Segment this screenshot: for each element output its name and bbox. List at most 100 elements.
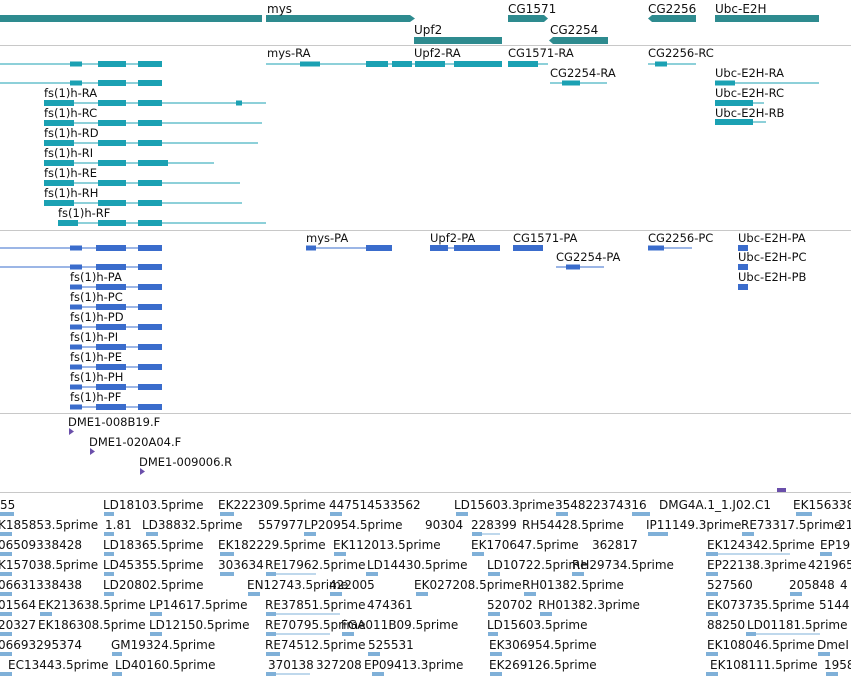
est-label[interactable]: LD15603.3prime [454, 498, 555, 512]
transcript-glyph[interactable] [44, 100, 266, 106]
transcript-glyph[interactable] [44, 160, 214, 166]
est-label[interactable]: EP09413.3prime [364, 658, 464, 672]
transcript-glyph[interactable] [715, 100, 764, 106]
est-label[interactable]: EK108111.5prime [710, 658, 818, 672]
est-label[interactable]: LD40160.5prime [115, 658, 216, 672]
est-label[interactable]: 90304 [425, 518, 464, 532]
est-label[interactable]: EK269126.5prime [489, 658, 597, 672]
est-label[interactable]: 520702 [487, 598, 533, 612]
est-label[interactable]: 06631338438 [0, 578, 82, 592]
transcript-glyph[interactable] [58, 220, 266, 226]
gene-bar[interactable] [715, 15, 819, 22]
est-label[interactable]: 327208 [316, 658, 362, 672]
protein-glyph[interactable] [738, 264, 748, 270]
est-label[interactable]: EP22138.3prime [707, 558, 807, 572]
est-label[interactable]: LP14617.5prime [149, 598, 248, 612]
est-label[interactable]: EC13443.5prime [8, 658, 109, 672]
est-label[interactable]: LD15603.5prime [487, 618, 588, 632]
protein-glyph[interactable] [70, 284, 162, 290]
gene-bar[interactable] [266, 15, 415, 22]
protein-glyph[interactable] [556, 264, 604, 270]
est-label[interactable]: 4 [840, 578, 848, 592]
transcript-glyph[interactable] [648, 61, 696, 67]
est-label[interactable]: 354822374316 [555, 498, 647, 512]
protein-glyph[interactable] [0, 245, 162, 251]
est-label[interactable]: LD18365.5prime [103, 538, 204, 552]
est-label[interactable]: 06693295374 [0, 638, 82, 652]
protein-glyph[interactable] [0, 264, 162, 270]
protein-glyph[interactable] [306, 245, 392, 251]
est-label[interactable]: DMG4A.1_1.J02.C1 [659, 498, 772, 512]
protein-glyph[interactable] [738, 245, 748, 251]
est-label[interactable]: EK186308.5prime [38, 618, 146, 632]
clone-end-marker[interactable] [90, 448, 95, 455]
est-label[interactable]: LD10722.5prime [487, 558, 588, 572]
est-label[interactable]: 55 [0, 498, 16, 512]
transcript-glyph[interactable] [715, 119, 766, 125]
gene-bar[interactable] [0, 15, 262, 22]
clone-end-marker[interactable] [777, 488, 786, 492]
transcript-glyph[interactable] [44, 180, 240, 186]
est-label[interactable]: LD01181.5prime [747, 618, 848, 632]
est-label[interactable]: 370138 [268, 658, 314, 672]
est-label[interactable]: RE73317.5prime [741, 518, 842, 532]
est-label[interactable]: RH54428.5prime [522, 518, 624, 532]
est-label[interactable]: DmeI [817, 638, 849, 652]
transcript-glyph[interactable] [44, 200, 242, 206]
gene-bar[interactable] [549, 37, 608, 44]
transcript-glyph[interactable] [550, 80, 607, 86]
est-label[interactable]: EK170647.5prime [471, 538, 579, 552]
est-label[interactable]: 01564 [0, 598, 37, 612]
est-label[interactable]: EK027208.5prime [414, 578, 522, 592]
est-label[interactable]: 525531 [368, 638, 414, 652]
protein-glyph[interactable] [70, 364, 162, 370]
protein-glyph[interactable] [430, 245, 500, 251]
protein-glyph[interactable] [70, 324, 162, 330]
protein-glyph[interactable] [70, 304, 162, 310]
est-label[interactable]: LD38832.5prime [142, 518, 243, 532]
est-label[interactable]: 1958 [824, 658, 851, 672]
clone-end-marker[interactable] [140, 468, 145, 475]
transcript-glyph[interactable] [0, 80, 162, 86]
gene-bar[interactable] [648, 15, 696, 22]
est-label[interactable]: LD18103.5prime [103, 498, 204, 512]
est-label[interactable]: 5144 [819, 598, 850, 612]
transcript-glyph[interactable] [0, 61, 162, 67]
protein-glyph[interactable] [648, 245, 692, 251]
transcript-glyph[interactable] [715, 80, 819, 86]
gene-bar[interactable] [414, 37, 502, 44]
est-label[interactable]: EK306954.5prime [489, 638, 597, 652]
est-label[interactable]: EK213638.5prime [38, 598, 146, 612]
est-label[interactable]: LD20802.5prime [103, 578, 204, 592]
est-label[interactable]: EN12743.5prime [247, 578, 349, 592]
est-label[interactable]: RE70795.5prime [265, 618, 366, 632]
est-label[interactable]: LP20954.5prime [304, 518, 403, 532]
est-label[interactable]: EK124342.5prime [707, 538, 815, 552]
est-label[interactable]: RE74512.5prime [265, 638, 366, 652]
est-label[interactable]: EK112013.5prime [333, 538, 441, 552]
protein-glyph[interactable] [738, 284, 748, 290]
est-label[interactable]: RH01382.3prime [538, 598, 640, 612]
clone-end-marker[interactable] [69, 428, 74, 435]
est-label[interactable]: RE37851.5prime [265, 598, 366, 612]
est-label[interactable]: LD12150.5prime [149, 618, 250, 632]
est-label[interactable]: 21 [838, 518, 851, 532]
protein-glyph[interactable] [513, 245, 543, 251]
transcript-glyph[interactable] [44, 120, 262, 126]
est-label[interactable]: 527560 [707, 578, 753, 592]
protein-glyph[interactable] [70, 404, 162, 410]
est-label[interactable]: 205848 [789, 578, 835, 592]
est-label[interactable]: 474361 [367, 598, 413, 612]
est-label[interactable]: 1.81 [105, 518, 132, 532]
est-label[interactable]: LD14430.5prime [367, 558, 468, 572]
est-label[interactable]: EK156338 [793, 498, 851, 512]
est-label[interactable]: K185853.5prime [0, 518, 99, 532]
est-label[interactable]: RH01382.5prime [522, 578, 624, 592]
est-label[interactable]: 88250 [707, 618, 746, 632]
est-label[interactable]: EK222309.5prime [218, 498, 326, 512]
gene-bar[interactable] [508, 15, 548, 22]
est-label[interactable]: 06509338428 [0, 538, 82, 552]
est-label[interactable]: 362817 [592, 538, 638, 552]
protein-glyph[interactable] [70, 384, 162, 390]
est-label[interactable]: 447514533562 [329, 498, 421, 512]
